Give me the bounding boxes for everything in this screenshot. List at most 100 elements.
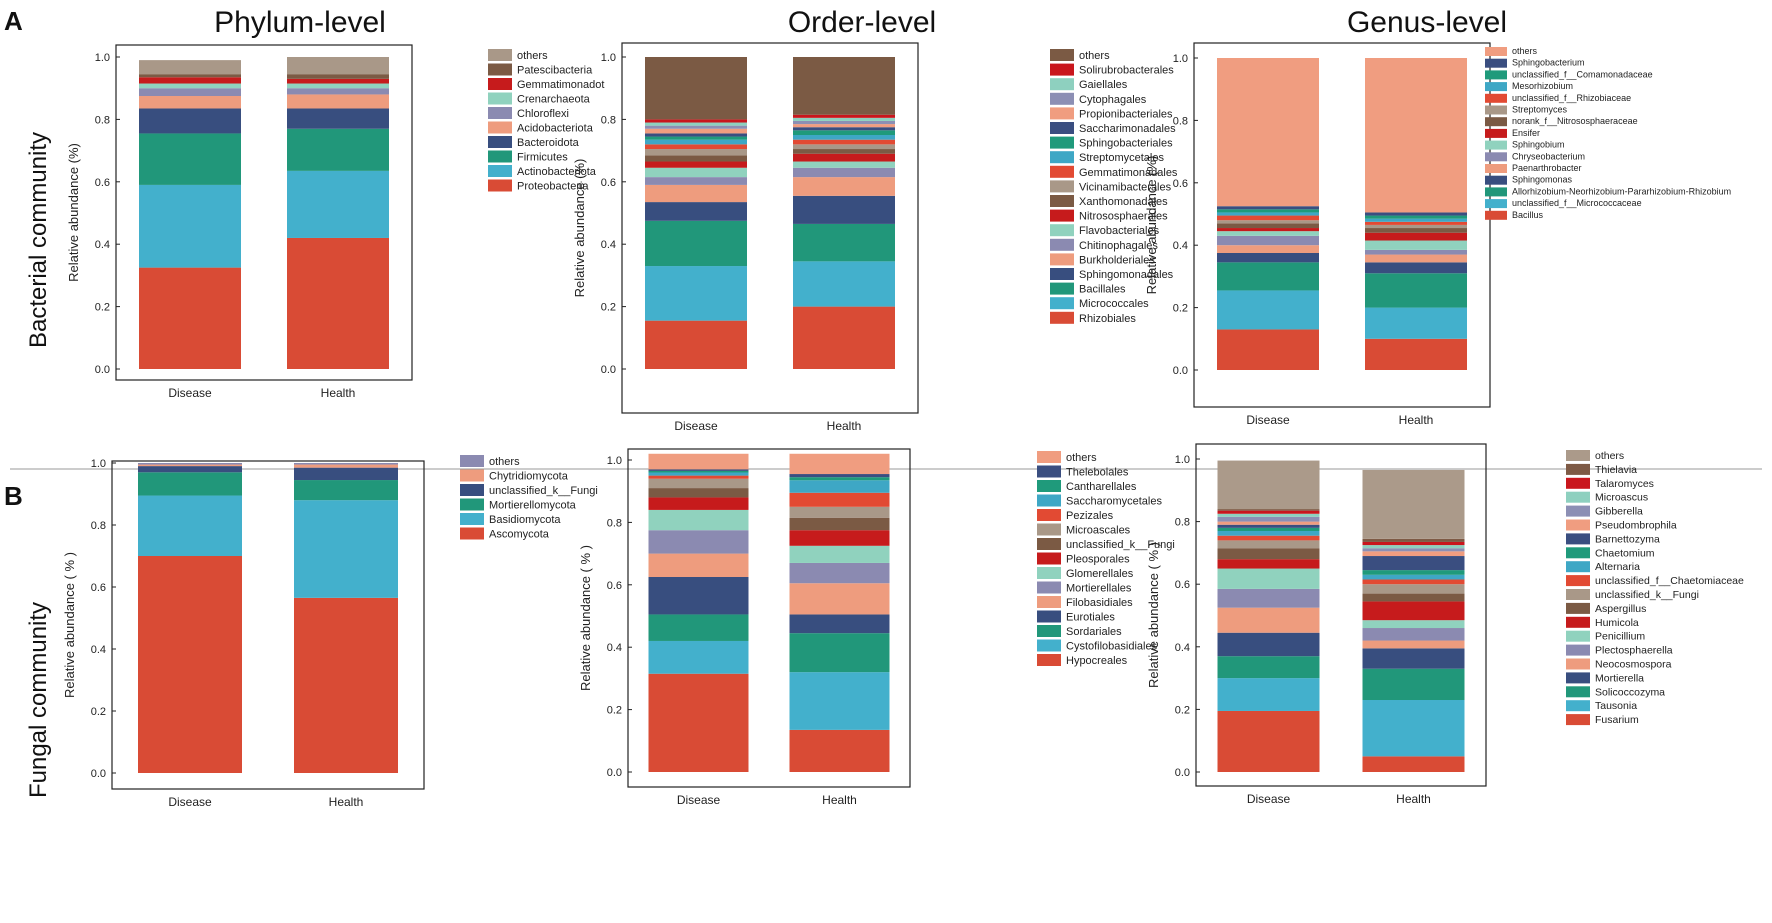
legend-label: Burkholderiales [1079, 254, 1155, 266]
legend-label: Chitinophagales [1079, 240, 1158, 252]
legend-label: Crenarchaeota [517, 94, 591, 106]
legend-label: Sphingobacteriales [1079, 138, 1173, 150]
legend-swatch [1485, 58, 1507, 68]
legend-swatch [488, 121, 512, 134]
legend-swatch [1485, 210, 1507, 220]
y-tick-label: 0.8 [1175, 517, 1190, 529]
y-tick-label: 0.0 [607, 767, 622, 779]
legend-label: Alternaria [1595, 561, 1640, 573]
bar-segment-disease [645, 57, 747, 120]
bar-segment-disease [648, 469, 749, 471]
bar-segment-health [1365, 232, 1467, 241]
bar-segment-disease [645, 184, 747, 203]
legend-swatch [1485, 82, 1507, 92]
bar-segment-health [1362, 545, 1465, 549]
bar-segment-health [287, 88, 389, 95]
legend-label: Mortierellales [1066, 583, 1132, 595]
bar-segment-disease [645, 144, 747, 150]
bar-segment-disease [139, 74, 241, 78]
bar-segment-disease [645, 122, 747, 126]
bar-segment-disease [648, 453, 749, 470]
bar-segment-health [1362, 601, 1465, 621]
y-tick-label: 0.4 [601, 239, 616, 251]
plot-frame [627, 448, 911, 788]
bar-segment-disease [138, 464, 242, 467]
bar-segment-disease [1217, 245, 1319, 253]
legend-swatch [1566, 561, 1590, 573]
bar-segment-disease [648, 577, 749, 615]
y-tick-label: 0.0 [601, 364, 616, 376]
bar-segment-disease [1217, 568, 1320, 589]
y-tick-label: 0.8 [601, 114, 616, 126]
bar-segment-health [793, 153, 895, 162]
bar-segment-health [789, 492, 890, 507]
bar-segment-health [789, 517, 890, 531]
legend-label: Barnettozyma [1595, 533, 1660, 545]
legend-swatch [460, 527, 484, 540]
bar-segment-disease [648, 470, 749, 473]
legend-swatch [1037, 610, 1061, 623]
legend-swatch [488, 78, 512, 90]
y-tick-label: 0.4 [91, 644, 106, 656]
bar-segment-disease [1217, 527, 1320, 531]
legend-label: Gemmatimonadot [517, 79, 604, 91]
x-tick-label: Health [321, 386, 356, 400]
bar-segment-disease [1217, 710, 1320, 772]
legend-label: Sphingomonas [1512, 175, 1573, 185]
y-tick-label: 0.8 [95, 114, 110, 126]
legend-swatch [1566, 519, 1590, 531]
bar-segment-health [287, 108, 389, 129]
legend-swatch [1485, 175, 1507, 185]
legend-swatch [1050, 311, 1074, 324]
bar-segment-disease [139, 77, 241, 84]
legend-swatch [1050, 151, 1074, 164]
legend-swatch [1050, 92, 1074, 105]
y-tick-label: 0.6 [601, 177, 616, 189]
legend-swatch [1037, 639, 1061, 652]
y-tick-label: 1.0 [607, 455, 622, 467]
legend-swatch [488, 63, 512, 76]
legend-label: Actinobacteriota [517, 166, 597, 178]
legend-swatch [1037, 480, 1061, 492]
x-tick-label: Health [827, 419, 862, 433]
bar-segment-disease [645, 161, 747, 168]
legend-label: Firmicutes [517, 152, 568, 164]
bar-segment-disease [139, 60, 241, 75]
bar-segment-disease [1217, 559, 1320, 569]
plot-frame [115, 44, 413, 381]
bar-segment-health [793, 57, 895, 115]
legend-swatch [1566, 714, 1590, 726]
legend-swatch [1566, 491, 1590, 503]
legend-label: Bacteroidota [517, 137, 580, 149]
bar-segment-disease [1217, 632, 1320, 657]
bar-segment-disease [1217, 290, 1319, 330]
bar-segment-disease [648, 509, 749, 531]
bar-segment-health [793, 124, 895, 128]
y-tick-label: 0.8 [91, 520, 106, 532]
legend-swatch [488, 49, 512, 61]
bar-segment-health [789, 583, 890, 615]
bar-segment-health [789, 477, 890, 481]
bar-segment-health [1365, 58, 1467, 213]
col-title-genus: Genus-level [1347, 6, 1507, 39]
legend-label: Ascomycota [489, 529, 550, 541]
legend-swatch [1566, 547, 1590, 559]
legend-swatch [1566, 658, 1590, 670]
legend-label: Gemmatimonadales [1079, 167, 1178, 179]
legend-swatch [488, 179, 512, 192]
legend-label: Chytridiomycota [489, 471, 569, 483]
charts-container: 0.0 0.2 0.4 0.6 0.8 1.0 Relative abundance (%)… [62, 42, 1744, 809]
legend-label: others [489, 456, 520, 468]
bar-segment-health [793, 130, 895, 135]
bar-segment-health [789, 633, 890, 673]
bar-segment-disease [648, 475, 749, 479]
legend-swatch [1037, 596, 1061, 608]
bar-segment-health [1365, 307, 1467, 339]
bar-segment-disease [138, 463, 242, 465]
legend-swatch [460, 513, 484, 525]
bar-segment-disease [139, 184, 241, 268]
stacked-bar-chart-4: 0.0 0.2 0.4 0.6 0.8 1.0 Relative abundance ( %… [578, 448, 1175, 807]
legend-swatch [1566, 575, 1590, 587]
bar-segment-health [789, 480, 890, 493]
